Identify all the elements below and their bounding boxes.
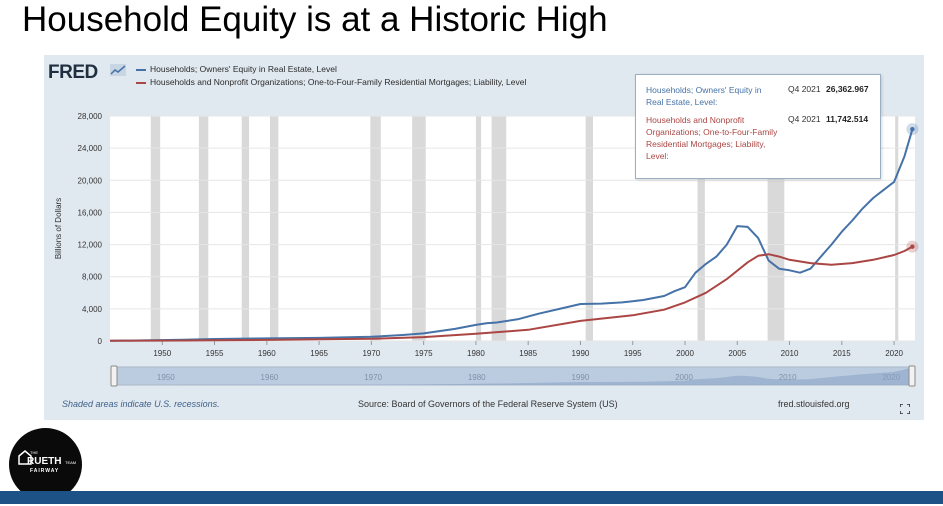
fred-logo[interactable]: FRED bbox=[48, 62, 98, 83]
team-logo-company: FAIRWAY bbox=[30, 468, 59, 474]
navigator-tick-label: 1970 bbox=[364, 373, 382, 382]
x-tick-label: 2010 bbox=[781, 349, 799, 358]
x-tick-label: 1985 bbox=[519, 349, 537, 358]
legend-item-series1[interactable]: Households; Owners' Equity in Real Estat… bbox=[136, 63, 526, 76]
recession-band bbox=[198, 116, 209, 341]
navigator-tick-label: 1980 bbox=[468, 373, 486, 382]
navigator-tick-label: 1990 bbox=[571, 373, 589, 382]
x-tick-label: 2015 bbox=[833, 349, 851, 358]
tooltip-series1-date: Q4 2021 bbox=[788, 84, 821, 94]
x-tick-label: 2000 bbox=[676, 349, 694, 358]
x-tick-label: 1990 bbox=[572, 349, 590, 358]
navigator-tick-label: 2010 bbox=[779, 373, 797, 382]
recession-band bbox=[150, 116, 161, 341]
x-tick-label: 1965 bbox=[310, 349, 328, 358]
y-tick-label: 20,000 bbox=[78, 176, 103, 185]
navigator-handle-left[interactable] bbox=[110, 365, 118, 387]
x-tick-label: 2020 bbox=[885, 349, 903, 358]
tooltip-series2-value: 11,742.514 bbox=[826, 114, 869, 124]
series-line-2[interactable] bbox=[109, 245, 913, 342]
y-tick-label: 28,000 bbox=[78, 112, 103, 121]
x-tick-label: 1955 bbox=[206, 349, 224, 358]
navigator-tick-label: 2000 bbox=[675, 373, 693, 382]
fullscreen-icon[interactable] bbox=[900, 404, 910, 414]
legend-swatch-series2 bbox=[136, 81, 146, 84]
tooltip-series2-name: Households and Nonprofit Organizations; … bbox=[646, 115, 778, 161]
team-logo-graphic: THE RUETH TEAM FAIRWAY bbox=[18, 450, 76, 474]
legend-swatch-series1 bbox=[136, 68, 146, 71]
x-tick-label: 1995 bbox=[624, 349, 642, 358]
tooltip: Households; Owners' Equity in Real Estat… bbox=[635, 74, 881, 179]
x-tick-label: 1975 bbox=[415, 349, 433, 358]
recession-note: Shaded areas indicate U.S. recessions. bbox=[62, 399, 220, 409]
x-tick-label: 2005 bbox=[728, 349, 746, 358]
recession-band bbox=[697, 116, 705, 341]
series-1-end-marker[interactable] bbox=[910, 126, 915, 132]
slide-title: Household Equity is at a Historic High bbox=[22, 0, 608, 39]
team-logo-the: THE bbox=[30, 450, 38, 455]
team-logo-name: RUETH bbox=[27, 456, 61, 467]
line-chart[interactable]: 0 4,000 8,000 12,000 16,000 20,000 24,000 28,00… bbox=[44, 55, 924, 390]
y-tick-label: 24,000 bbox=[78, 144, 103, 153]
site-link[interactable]: fred.stlouisfed.org bbox=[778, 399, 850, 409]
tooltip-series2-date: Q4 2021 bbox=[788, 114, 821, 124]
team-logo-team: TEAM bbox=[65, 460, 76, 465]
team-logo: THE RUETH TEAM FAIRWAY bbox=[9, 428, 82, 501]
chart-legend: Households; Owners' Equity in Real Estat… bbox=[136, 63, 526, 89]
recession-band bbox=[585, 116, 593, 341]
recession-band bbox=[475, 116, 482, 341]
y-tick-label: 16,000 bbox=[78, 208, 103, 217]
legend-label-series2: Households and Nonprofit Organizations; … bbox=[150, 77, 527, 87]
recession-band bbox=[241, 116, 250, 341]
recession-band bbox=[412, 116, 426, 341]
bottom-bar bbox=[0, 491, 943, 504]
x-tick-label: 1950 bbox=[153, 349, 171, 358]
fred-chart-icon bbox=[110, 64, 126, 76]
y-tick-label: 12,000 bbox=[78, 241, 103, 250]
x-tick-label: 1960 bbox=[258, 349, 276, 358]
navigator-tick-label: 1950 bbox=[157, 373, 175, 382]
fred-chart-panel: FRED Households; Owners' Equity in Real … bbox=[44, 55, 924, 420]
x-tick-label: 1970 bbox=[362, 349, 380, 358]
recession-band bbox=[895, 116, 899, 341]
y-tick-label: 4,000 bbox=[82, 305, 103, 314]
navigator-tick-label: 1960 bbox=[261, 373, 279, 382]
navigator-series-area bbox=[114, 368, 910, 385]
y-axis-label: Billions of Dollars bbox=[54, 198, 63, 259]
recession-band bbox=[491, 116, 507, 341]
legend-label-series1: Households; Owners' Equity in Real Estat… bbox=[150, 64, 337, 74]
legend-item-series2[interactable]: Households and Nonprofit Organizations; … bbox=[136, 76, 526, 89]
recession-band bbox=[370, 116, 381, 341]
tooltip-series1-value: 26,362.967 bbox=[826, 84, 869, 94]
recession-band bbox=[269, 116, 279, 341]
series-2-end-marker[interactable] bbox=[910, 244, 915, 249]
y-tick-label: 8,000 bbox=[82, 273, 103, 282]
y-tick-label: 0 bbox=[98, 337, 103, 346]
source-text: Source: Board of Governors of the Federa… bbox=[358, 399, 618, 409]
x-tick-label: 1980 bbox=[467, 349, 485, 358]
series-line-1[interactable] bbox=[109, 128, 914, 342]
navigator-handle-right[interactable] bbox=[908, 365, 916, 387]
tooltip-series1-name: Households; Owners' Equity in Real Estat… bbox=[646, 85, 762, 107]
